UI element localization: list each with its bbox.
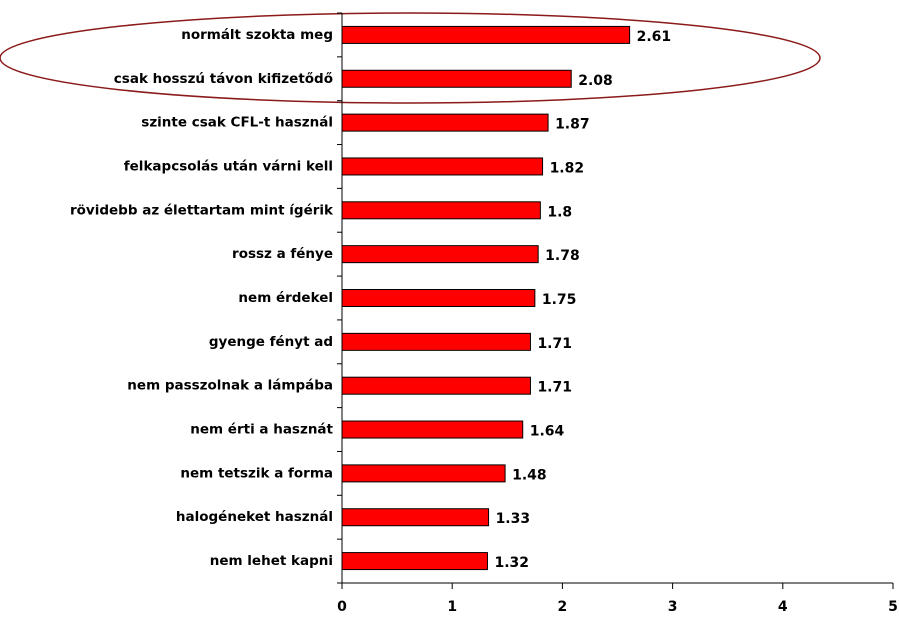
value-label: 1.87 [555,117,590,133]
y-tick-label: nem érti a hasznát [190,422,333,438]
value-label: 1.32 [494,555,529,571]
bar [341,113,549,132]
value-label: 1.71 [537,380,572,396]
y-tick-label: normált szokta meg [181,27,333,43]
y-tick-label: szinte csak CFL-t használ [141,115,333,131]
value-label: 1.48 [512,467,547,483]
x-tick-label: 3 [668,599,678,615]
bar [341,376,531,395]
bar [341,157,544,176]
value-label: 1.82 [550,160,585,176]
bar [341,508,490,527]
y-tick-label: nem érdekel [238,290,333,306]
bar [341,289,536,307]
bar [341,201,541,220]
bar [341,245,539,264]
x-tick-label: 0 [337,599,347,615]
bar [341,420,524,439]
x-tick-label: 4 [778,599,788,615]
x-tick-label: 5 [888,599,898,615]
value-label: 1.75 [542,292,577,308]
y-tick-label: gyenge fényt ad [209,334,333,350]
y-tick-label: nem lehet kapni [210,553,333,569]
bar [341,69,572,88]
x-tick-label: 2 [558,599,568,615]
bar [341,25,631,44]
bar [341,552,488,571]
value-label: 1.64 [530,424,565,440]
y-tick-label: nem passzolnak a lámpába [127,378,333,394]
y-tick-label: halogéneket használ [176,509,333,525]
value-label: 1.8 [547,204,572,220]
bar [341,332,531,351]
bar [341,464,506,483]
y-tick-label: csak hosszú távon kifizetődő [114,71,333,87]
value-label: 1.78 [545,248,580,264]
y-tick-label: rossz a fénye [232,246,333,262]
y-tick-label: rövidebb az élettartam mint ígérik [70,202,334,218]
value-label: 1.33 [496,511,531,527]
value-label: 1.71 [537,336,572,352]
value-label: 2.61 [637,29,672,45]
value-label: 2.08 [578,73,613,89]
y-tick-label: nem tetszik a forma [180,465,333,481]
x-tick-label: 1 [447,599,457,615]
highlight-ellipse [0,12,821,104]
y-tick-label: felkapcsolás után várni kell [124,158,333,174]
